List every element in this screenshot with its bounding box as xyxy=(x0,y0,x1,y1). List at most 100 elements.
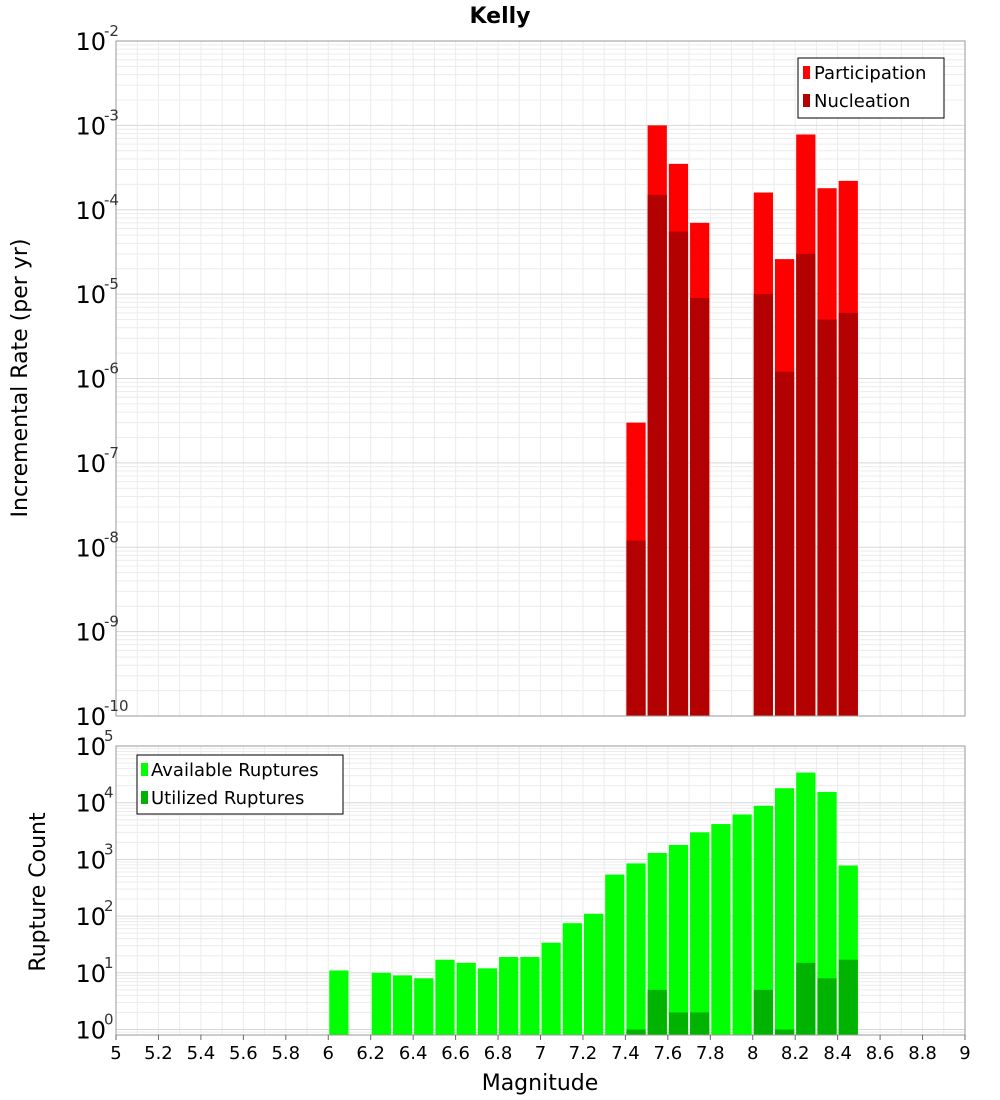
top-y-tick: 10-8 xyxy=(75,528,119,562)
available-ruptures-bar xyxy=(626,863,646,1035)
y-tick-exponent: -10 xyxy=(104,697,129,715)
x-tick-label: 6.6 xyxy=(441,1043,470,1064)
y-tick-base: 10 xyxy=(75,903,106,931)
bottom-plot-bars xyxy=(329,772,858,1035)
utilized-ruptures-bar xyxy=(690,1012,710,1035)
y-tick-exponent: 5 xyxy=(104,727,114,745)
top-y-tick: 10-4 xyxy=(75,191,119,225)
nucleation-bar xyxy=(647,194,667,716)
x-ticks: 5 5.2 5.4 5.6 5.8 6 6.2 6.4 6.6 6.8 7 7.2 7.4 7.6 7.8 8… xyxy=(110,1035,971,1064)
bottom-y-tick: 102 xyxy=(75,897,113,931)
available-ruptures-bar xyxy=(562,923,582,1035)
available-ruptures-bar xyxy=(456,962,476,1035)
utilized-ruptures-bar xyxy=(796,962,816,1035)
x-tick-label: 8.2 xyxy=(781,1043,810,1064)
available-ruptures-bar xyxy=(414,978,434,1035)
x-tick-label: 5.8 xyxy=(271,1043,300,1064)
nucleation-bar xyxy=(796,253,816,716)
top-legend: Participation Nucleation xyxy=(797,57,945,119)
x-tick-label: 5 xyxy=(110,1043,121,1064)
top-y-tick: 10-3 xyxy=(75,106,119,140)
y-tick-base: 10 xyxy=(75,960,106,988)
x-tick-label: 6.2 xyxy=(356,1043,385,1064)
y-tick-exponent: -6 xyxy=(104,360,119,378)
available-ruptures-bar xyxy=(690,832,710,1035)
legend-label-participation: Participation xyxy=(814,63,926,84)
x-tick-label: 7.6 xyxy=(654,1043,683,1064)
top-y-tick: 10-5 xyxy=(75,275,119,309)
y-tick-exponent: 4 xyxy=(104,784,114,802)
x-tick-label: 5.4 xyxy=(187,1043,216,1064)
bottom-y-tick: 105 xyxy=(75,727,113,761)
available-ruptures-bar xyxy=(732,814,752,1035)
available-ruptures-bar xyxy=(329,970,349,1035)
top-y-ticks: 10-210-310-410-510-610-710-810-910-10 xyxy=(75,22,128,731)
x-tick-label: 6.8 xyxy=(484,1043,513,1064)
utilized-ruptures-bar xyxy=(817,978,837,1035)
y-tick-base: 10 xyxy=(75,619,106,647)
available-ruptures-bar xyxy=(774,788,795,1035)
legend-label-available: Available Ruptures xyxy=(151,760,319,781)
top-y-tick: 10-2 xyxy=(75,22,119,56)
x-tick-label: 8.6 xyxy=(866,1043,895,1064)
utilized-ruptures-bar xyxy=(838,959,858,1035)
nucleation-bar xyxy=(753,294,773,716)
available-ruptures-bar xyxy=(647,852,667,1035)
legend-swatch-utilized xyxy=(141,791,148,804)
available-ruptures-bar xyxy=(753,805,773,1035)
y-tick-base: 10 xyxy=(75,1017,106,1045)
nucleation-bar xyxy=(774,371,795,716)
x-tick-label: 7.8 xyxy=(696,1043,725,1064)
y-tick-base: 10 xyxy=(75,281,106,309)
y-tick-exponent: -3 xyxy=(104,106,119,124)
available-ruptures-bar xyxy=(499,956,519,1035)
utilized-ruptures-bar xyxy=(668,1012,689,1035)
top-y-tick: 10-7 xyxy=(75,444,119,478)
x-tick-label: 5.6 xyxy=(229,1043,258,1064)
top-legend-box xyxy=(797,57,945,119)
top-y-tick: 10-6 xyxy=(75,360,119,394)
bottom-y-tick: 103 xyxy=(75,840,113,874)
y-tick-base: 10 xyxy=(75,197,106,225)
y-tick-exponent: -8 xyxy=(104,528,119,546)
x-tick-label: 9 xyxy=(959,1043,970,1064)
nucleation-bar xyxy=(838,312,858,716)
available-ruptures-bar xyxy=(477,968,498,1035)
y-tick-base: 10 xyxy=(75,28,106,56)
y-tick-base: 10 xyxy=(75,366,106,394)
y-tick-exponent: 1 xyxy=(104,954,114,972)
available-ruptures-bar xyxy=(371,972,391,1035)
y-tick-base: 10 xyxy=(75,112,106,140)
top-y-tick: 10-10 xyxy=(75,697,128,731)
available-ruptures-bar xyxy=(711,824,731,1035)
bottom-y-axis-label: Rupture Count xyxy=(26,812,51,972)
bottom-y-tick: 104 xyxy=(75,784,113,818)
x-tick-label: 6.4 xyxy=(399,1043,428,1064)
y-tick-base: 10 xyxy=(75,733,106,761)
available-ruptures-bar xyxy=(541,942,561,1035)
top-y-tick: 10-9 xyxy=(75,613,119,647)
y-tick-base: 10 xyxy=(75,846,106,874)
top-plot-frame xyxy=(115,40,966,717)
top-plot-bars xyxy=(626,125,858,717)
available-ruptures-bar xyxy=(605,874,625,1035)
y-tick-exponent: 3 xyxy=(104,840,114,858)
top-y-axis-label: Incremental Rate (per yr) xyxy=(8,239,33,518)
available-ruptures-bar xyxy=(392,975,413,1035)
y-tick-exponent: -7 xyxy=(104,444,119,462)
x-tick-label: 8.4 xyxy=(823,1043,852,1064)
y-tick-exponent: -5 xyxy=(104,275,119,293)
top-plot-grid xyxy=(115,40,966,717)
y-tick-base: 10 xyxy=(75,790,106,818)
x-tick-label: 7.4 xyxy=(611,1043,640,1064)
available-ruptures-bar xyxy=(817,791,837,1035)
chart-title: Kelly xyxy=(469,4,530,29)
legend-label-nucleation: Nucleation xyxy=(814,91,910,112)
nucleation-bar xyxy=(668,231,689,716)
legend-swatch-available xyxy=(141,763,148,776)
bottom-y-tick: 100 xyxy=(75,1011,113,1045)
legend-swatch-participation xyxy=(803,66,810,79)
x-axis-label: Magnitude xyxy=(482,1071,599,1096)
